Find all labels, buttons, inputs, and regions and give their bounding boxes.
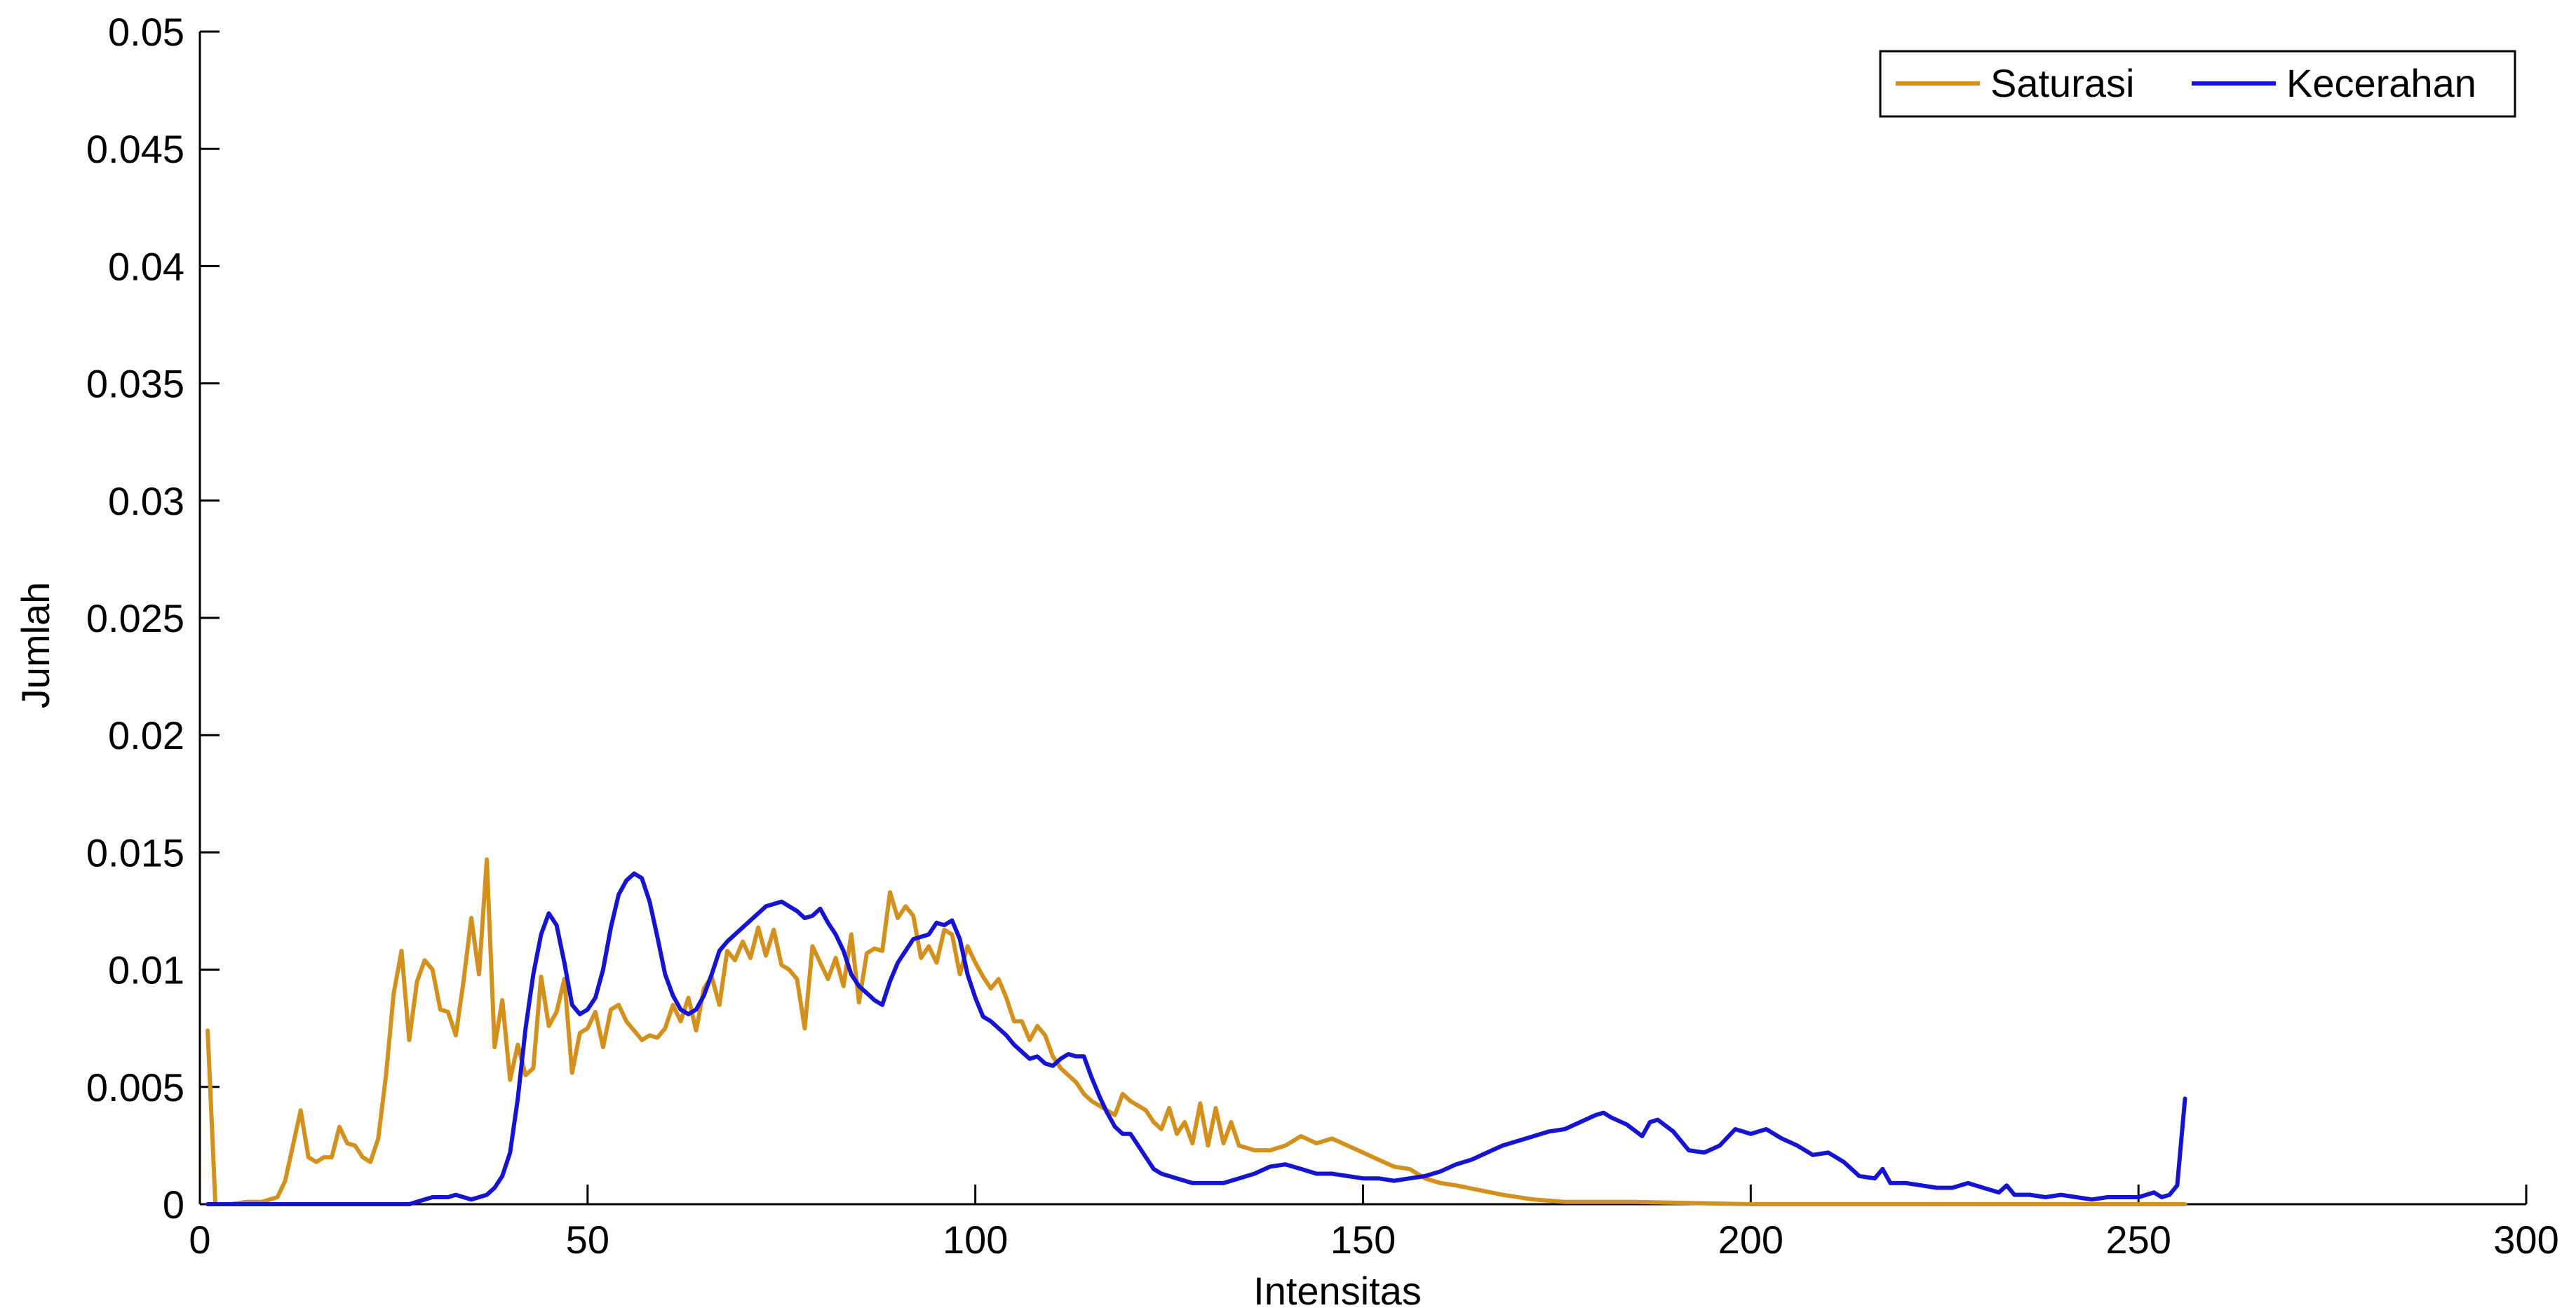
y-tick-label: 0.02	[108, 713, 184, 757]
legend-label-saturasi: Saturasi	[1990, 61, 2134, 105]
series-line-saturasi	[205, 857, 2187, 1206]
series-layer	[205, 857, 2187, 1206]
y-tick-label: 0.045	[86, 127, 184, 171]
y-tick-label: 0.03	[108, 479, 184, 523]
y-axis-title: Jumlah	[13, 582, 58, 709]
y-tick-label: 0.035	[86, 362, 184, 406]
axes: 0 50 100 150 200 250 300 0 0.005 0.01 0.015 0.02 0.0…	[86, 10, 2559, 1262]
legend: Saturasi Kecerahan	[1879, 50, 2516, 118]
x-tick-label: 150	[1330, 1218, 1396, 1262]
x-tick-label: 50	[566, 1218, 609, 1262]
legend-label-kecerahan: Kecerahan	[2286, 61, 2476, 105]
x-tick-label: 100	[943, 1218, 1008, 1262]
x-tick-label: 300	[2493, 1218, 2558, 1262]
x-tick-label: 200	[1718, 1218, 1783, 1262]
y-tick-label: 0.025	[86, 596, 184, 640]
y-tick-label: 0.01	[108, 948, 184, 992]
series-line-kecerahan	[205, 871, 2187, 1206]
y-tick-label: 0.015	[86, 830, 184, 875]
y-tick-label: 0.04	[108, 244, 184, 288]
x-tick-label: 250	[2105, 1218, 2171, 1262]
x-axis-title: Intensitas	[1253, 1269, 1422, 1308]
x-tick-label: 0	[189, 1218, 210, 1262]
y-tick-label: 0	[163, 1182, 184, 1227]
y-tick-label: 0.05	[108, 10, 184, 54]
y-tick-label: 0.005	[86, 1065, 184, 1110]
